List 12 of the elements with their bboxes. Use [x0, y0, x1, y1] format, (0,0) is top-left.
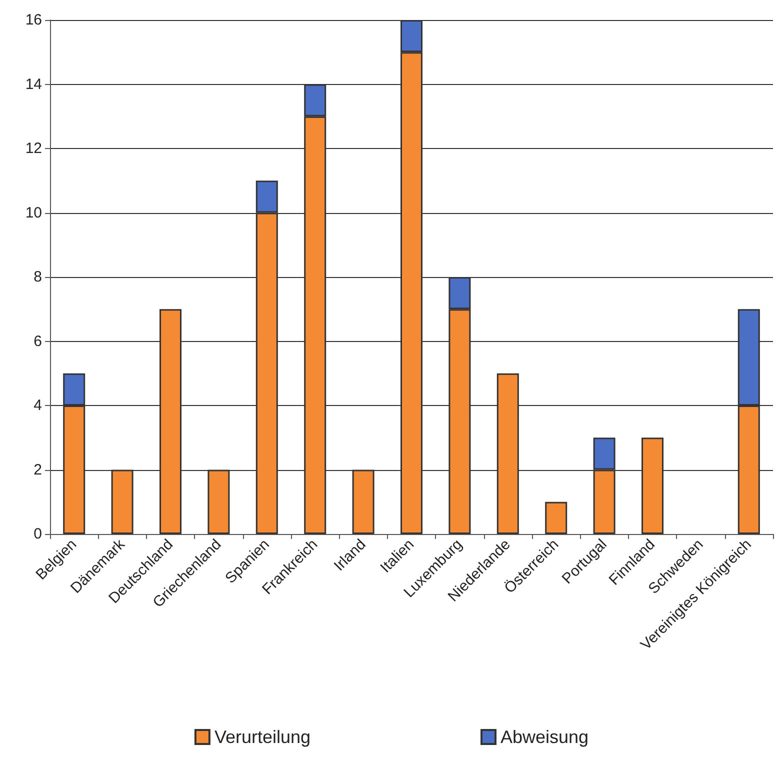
bar — [545, 502, 568, 534]
legend-label: Abweisung — [500, 727, 589, 747]
y-tick-label: 12 — [25, 140, 42, 157]
y-tick-label: 0 — [34, 526, 42, 542]
y-tick-label: 4 — [34, 397, 42, 414]
y-tick-label: 2 — [34, 461, 42, 478]
y-tick-label: 10 — [25, 204, 42, 222]
legend-label: Verurteilung — [214, 727, 311, 747]
y-tick-label: 16 — [25, 12, 42, 28]
y-tick-label: 14 — [25, 76, 42, 93]
y-tick-label: 8 — [34, 268, 42, 286]
y-tick-label: 6 — [34, 332, 42, 350]
